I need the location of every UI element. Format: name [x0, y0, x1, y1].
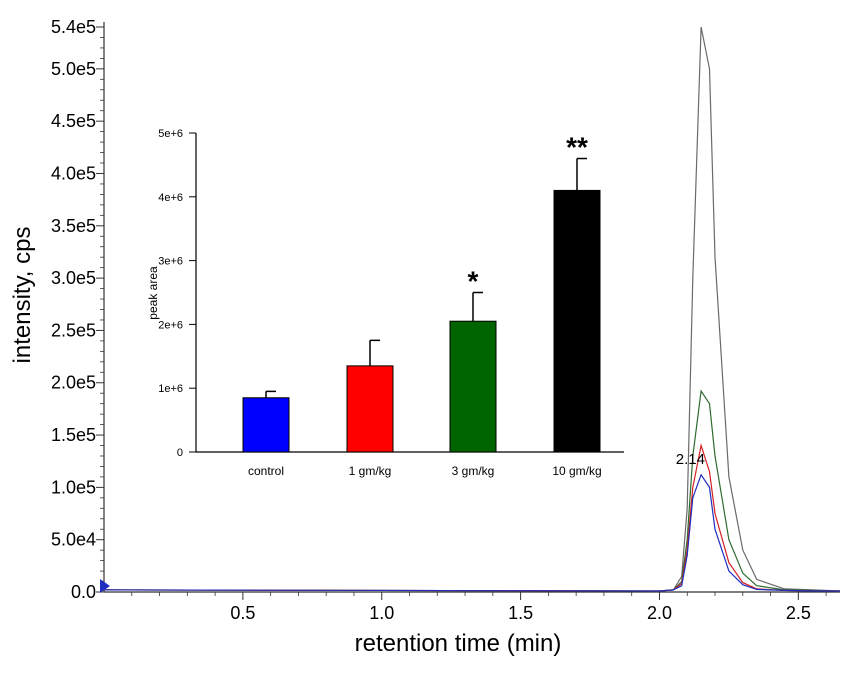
- main-y-tick-label: 1.5e5: [51, 425, 96, 445]
- main-x-tick-label: 0.5: [230, 603, 255, 623]
- significance-marker: **: [566, 132, 588, 163]
- main-y-tick-label: 3.0e5: [51, 268, 96, 288]
- main-y-tick-label: 5.0e4: [51, 530, 96, 550]
- main-x-tick-label: 2.5: [786, 603, 811, 623]
- main-series: 2.14: [103, 26, 841, 592]
- inset-category-label: 1 gm/kg: [349, 464, 392, 478]
- inset-y-tick-label: 5e+6: [158, 128, 183, 140]
- main-y-tick-label: 0.0: [71, 582, 96, 602]
- inset-y-tick-label: 4e+6: [158, 192, 183, 204]
- main-y-tick-label: 5.0e5: [51, 59, 96, 79]
- main-y-axis-title: intensity, cps: [9, 227, 36, 364]
- bar-3-gm-kg: [449, 320, 497, 453]
- main-y-tick-label: 3.5e5: [51, 216, 96, 236]
- inset-y-tick-label: 3e+6: [158, 256, 183, 268]
- inset-y-tick-label: 0: [177, 447, 183, 459]
- main-y-tick-label: 1.0e5: [51, 477, 96, 497]
- bar-10-gm-kg: [553, 189, 601, 453]
- inset-category-label: 10 gm/kg: [552, 464, 601, 478]
- peak-retention-label: 2.14: [676, 451, 705, 468]
- main-x-tick-label: 1.5: [508, 603, 533, 623]
- inset-y-tick-label: 2e+6: [158, 319, 183, 331]
- inset-y-axis-title: peak area: [146, 266, 160, 320]
- main-x-tick-label: 1.0: [369, 603, 394, 623]
- significance-marker: *: [468, 266, 479, 297]
- main-x-tick-label: 2.0: [647, 603, 672, 623]
- main-y-tick-label: 2.5e5: [51, 320, 96, 340]
- bar-1-gm-kg: [346, 365, 394, 453]
- inset-category-label: control: [248, 464, 284, 478]
- main-axes: 0.0 5.0e4 1.0e5 1.5e5 2.0e5 2.5e5 3.0e5 3.5e5 4.…: [51, 17, 840, 623]
- main-y-tick-label: 2.0e5: [51, 373, 96, 393]
- main-y-tick-label: 5.4e5: [51, 17, 96, 37]
- bar-control: [242, 397, 290, 453]
- series-line-control: [103, 473, 840, 592]
- inset-category-label: 3 gm/kg: [452, 464, 495, 478]
- inset-bar-chart: 0 1e+6 2e+6 3e+6 4e+6 5e+6 control 1 gm/kg 3 gm/…: [158, 128, 624, 478]
- main-x-axis-title: retention time (min): [355, 630, 562, 657]
- origin-marker: [100, 579, 110, 593]
- main-y-tick-label: 4.5e5: [51, 111, 96, 131]
- main-y-tick-label: 4.0e5: [51, 163, 96, 183]
- inset-y-tick-label: 1e+6: [158, 383, 183, 395]
- series-line-10-gm-kg: [103, 26, 841, 592]
